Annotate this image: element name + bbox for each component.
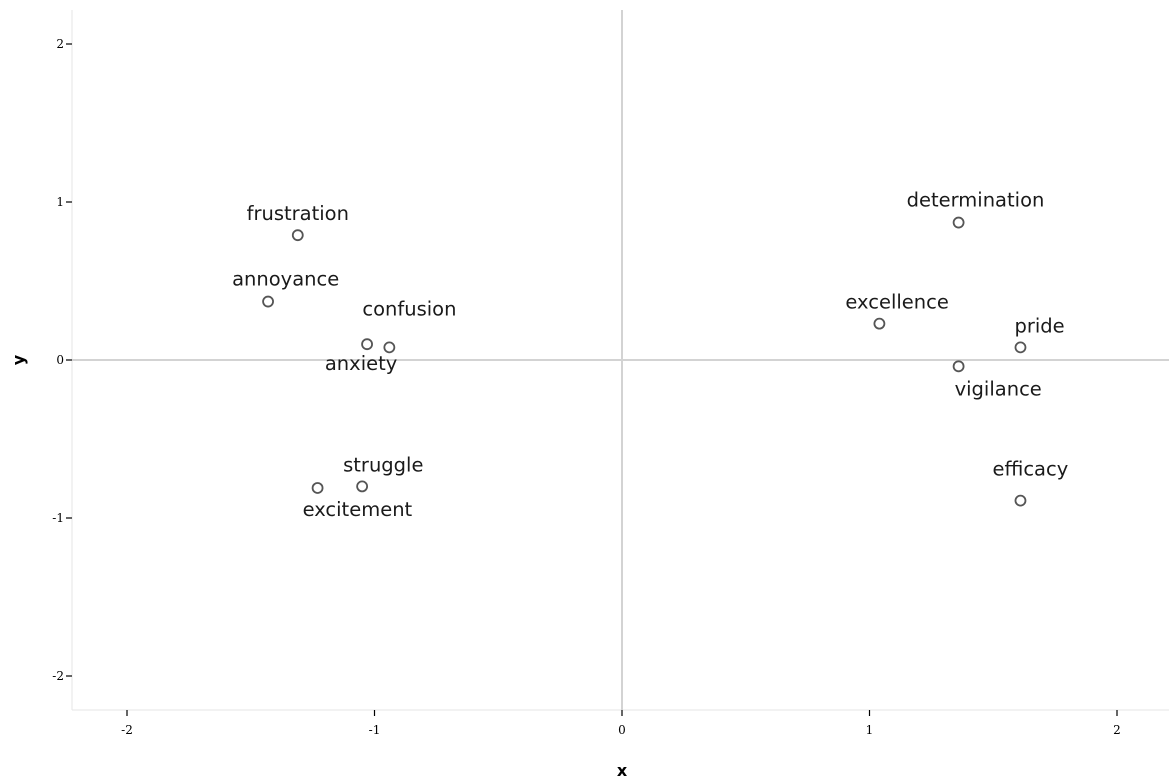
y-tick-label: 2	[56, 37, 64, 51]
data-point	[873, 317, 886, 330]
y-tick-label: -1	[52, 511, 64, 525]
x-axis: -2 -1 0 1 2	[121, 710, 1121, 737]
point-label: annoyance	[232, 268, 339, 291]
y-tick-label: -2	[52, 669, 64, 683]
x-tick-label: 2	[1113, 723, 1121, 737]
data-point	[291, 229, 304, 242]
point-label: pride	[1014, 314, 1064, 337]
y-axis-title: y	[9, 354, 28, 365]
x-axis-title: x	[617, 761, 628, 780]
data-point	[361, 338, 373, 351]
data-point	[356, 480, 369, 493]
point-label: excellence	[845, 291, 948, 314]
point-label: excitement	[303, 498, 413, 521]
data-point	[952, 360, 965, 373]
data-point	[1014, 341, 1027, 354]
point-label: anxiety	[325, 352, 397, 375]
x-tick-label: 1	[866, 723, 874, 737]
x-tick-label: -1	[369, 723, 381, 737]
data-point	[311, 482, 324, 494]
data-point	[1014, 494, 1027, 507]
point-label: efficacy	[992, 458, 1068, 481]
data-point	[383, 341, 396, 354]
reference-lines	[72, 10, 1169, 710]
data-point	[952, 216, 965, 229]
x-tick-label: -2	[121, 723, 133, 737]
point-label: determination	[907, 189, 1045, 212]
y-tick-label: 1	[56, 195, 64, 209]
point-label: frustration	[247, 202, 349, 225]
point-label: confusion	[362, 297, 456, 320]
data-points	[262, 216, 1027, 507]
point-label: struggle	[343, 453, 423, 476]
point-label: vigilance	[955, 377, 1042, 400]
y-axis: -2 -1 0 1 2	[52, 37, 72, 683]
point-labels: frustration annoyance confusion anxiety stru…	[232, 189, 1068, 521]
y-tick-label: 0	[56, 353, 64, 367]
data-point	[262, 295, 274, 308]
x-tick-label: 0	[618, 723, 626, 737]
